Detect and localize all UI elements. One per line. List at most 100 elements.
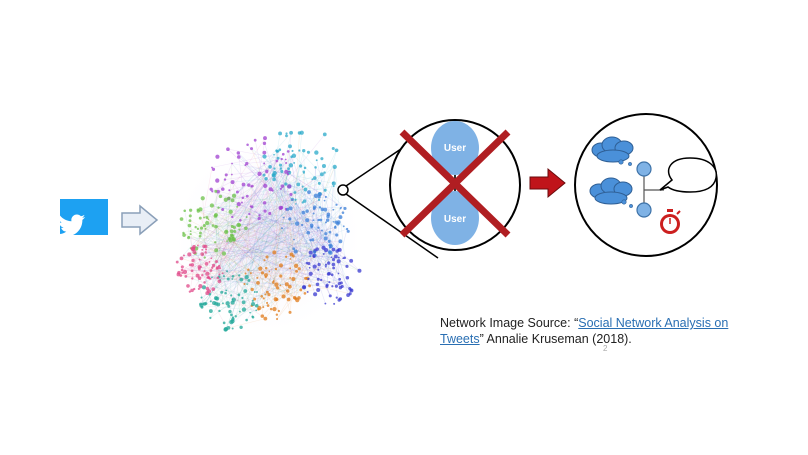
network-node [203, 281, 206, 284]
network-node [287, 167, 291, 171]
network-edge [286, 171, 346, 209]
network-node [202, 244, 206, 249]
network-node [228, 209, 233, 214]
network-node [263, 136, 267, 141]
network-edge [280, 207, 296, 299]
network-edge [289, 208, 341, 287]
network-node [329, 243, 333, 247]
speech-bubble-icon [659, 157, 718, 193]
network-node [244, 272, 247, 275]
network-edge [183, 213, 270, 236]
network-node [207, 218, 210, 220]
network-node [245, 318, 248, 322]
image-source-caption: Network Image Source: “Social Network An… [440, 315, 740, 347]
network-node [258, 214, 261, 217]
network-node [342, 225, 345, 228]
network-node [228, 236, 232, 240]
network-node [273, 153, 275, 156]
network-node [284, 158, 287, 161]
network-edge [290, 277, 342, 284]
network-node [281, 294, 286, 299]
network-node [215, 154, 220, 159]
network-node [336, 259, 341, 264]
network-node [191, 258, 195, 263]
network-node [341, 211, 345, 214]
network-node [199, 226, 204, 230]
network-node [320, 157, 324, 161]
network-edge [242, 208, 281, 299]
network-node [301, 285, 307, 290]
network-edge [208, 276, 242, 280]
network-node [201, 273, 204, 277]
network-node [244, 275, 249, 280]
network-edge [232, 282, 259, 320]
network-node [338, 285, 343, 290]
network-edge [266, 171, 331, 296]
network-edge [324, 150, 337, 191]
network-node [294, 198, 297, 201]
network-node [222, 321, 226, 325]
network-edge [330, 246, 340, 284]
network-node [325, 284, 329, 288]
network-node [315, 282, 320, 287]
network-edge [198, 210, 292, 255]
network-node [184, 275, 188, 278]
network-edge [203, 230, 322, 247]
network-edge [310, 167, 316, 253]
network-edge [285, 209, 324, 248]
user-node-top-label: User [444, 143, 466, 154]
network-edge [199, 191, 219, 269]
network-node [297, 267, 301, 271]
network-edge [259, 132, 292, 269]
network-edge [215, 215, 269, 306]
network-edge [248, 151, 278, 281]
network-node [245, 161, 249, 166]
network-edge [247, 144, 330, 246]
network-node [349, 288, 354, 293]
network-node [238, 228, 241, 231]
network-node [324, 248, 329, 253]
network-node [264, 293, 267, 296]
network-edge [209, 166, 271, 263]
network-edge [189, 220, 306, 279]
network-node [215, 178, 220, 183]
network-edge [229, 173, 289, 191]
network-node [272, 279, 275, 282]
network-node [203, 270, 206, 273]
network-edge [270, 188, 316, 197]
network-node [196, 244, 199, 247]
network-edge [316, 160, 349, 296]
network-edge [211, 231, 227, 268]
network-node [324, 195, 327, 199]
network-node [313, 292, 318, 297]
network-node [208, 309, 213, 313]
network-edge [226, 208, 315, 272]
network-node [222, 275, 225, 278]
network-edge [295, 132, 303, 200]
network-node [320, 172, 324, 177]
network-node [343, 206, 347, 211]
network-edge [226, 163, 233, 242]
network-edge [205, 199, 320, 247]
network-node [231, 297, 236, 302]
network-node [245, 194, 249, 198]
network-edge [238, 152, 339, 251]
network-node [218, 273, 221, 276]
network-node [334, 148, 339, 153]
network-edge [232, 189, 326, 280]
network-node [264, 177, 268, 181]
network-node [228, 309, 232, 314]
network-edge [299, 150, 323, 175]
network-edge [223, 274, 267, 277]
network-node [229, 229, 234, 233]
source-link[interactable]: Social Network Analysis on Tweets [440, 316, 729, 346]
network-node [231, 327, 234, 330]
network-edge [231, 154, 275, 236]
network-node [318, 206, 322, 209]
network-node [180, 268, 184, 272]
network-node [268, 164, 272, 169]
network-node [312, 219, 315, 221]
network-node [262, 201, 267, 205]
network-node [328, 246, 332, 249]
network-edge [191, 166, 335, 272]
